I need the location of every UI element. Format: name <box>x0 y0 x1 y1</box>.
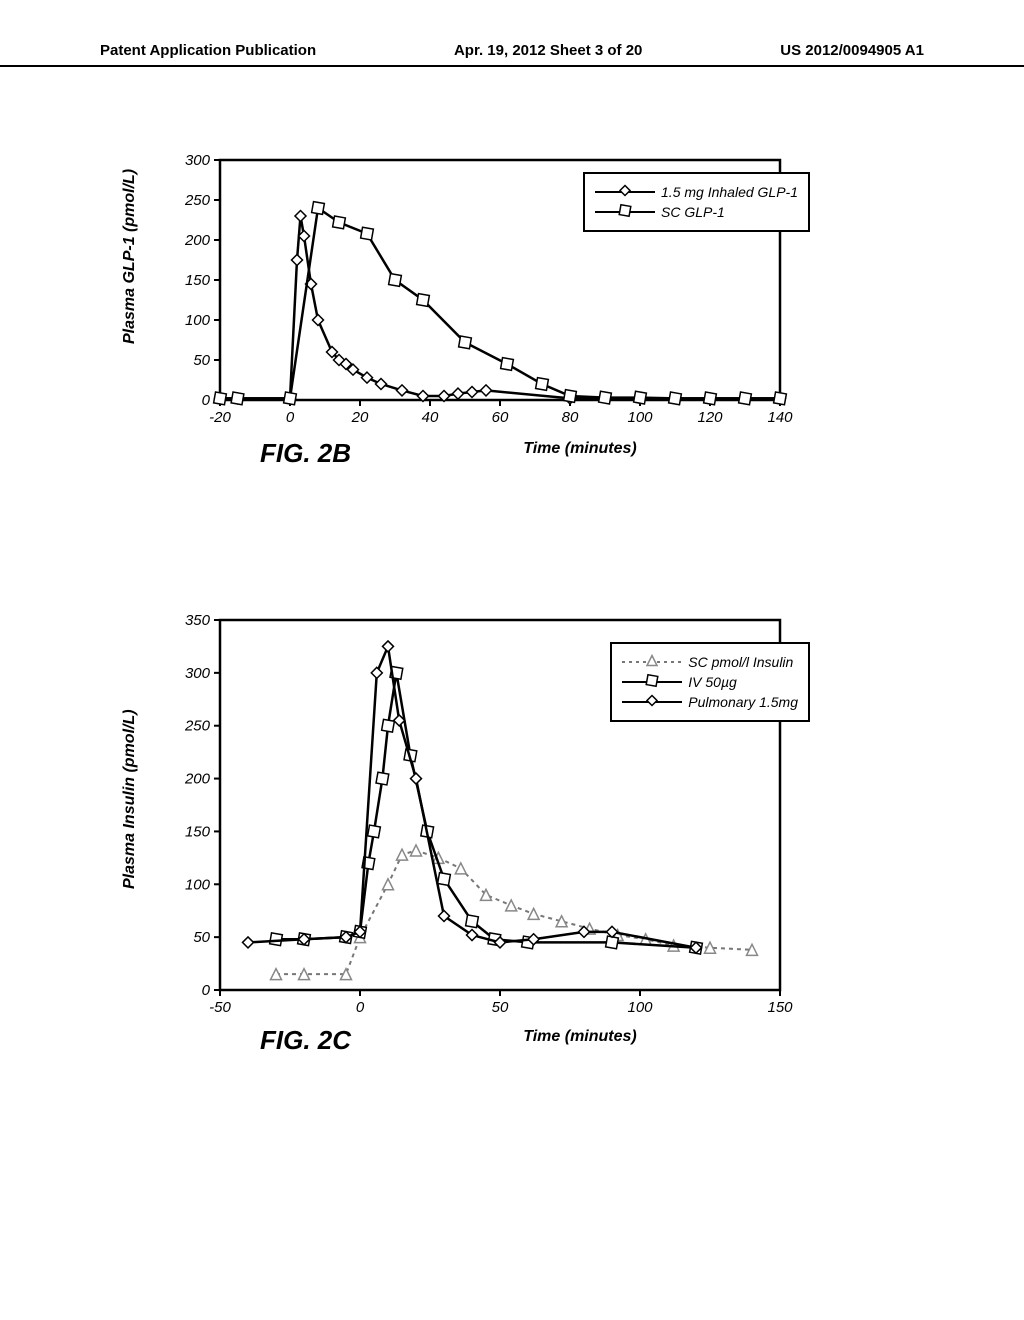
legend-label: 1.5 mg Inhaled GLP-1 <box>661 184 798 200</box>
svg-text:60: 60 <box>492 409 509 426</box>
legend-label: IV 50µg <box>688 674 737 690</box>
legend-item: SC GLP-1 <box>595 204 798 220</box>
svg-text:100: 100 <box>627 999 653 1016</box>
legend-item: 1.5 mg Inhaled GLP-1 <box>595 184 798 200</box>
legend: SC pmol/l Insulin IV 50µg Pulmonary 1.5m… <box>610 642 810 722</box>
svg-text:0: 0 <box>356 999 365 1016</box>
legend-label: SC GLP-1 <box>661 204 725 220</box>
fig2c-label: FIG. 2C <box>260 1025 351 1056</box>
legend: 1.5 mg Inhaled GLP-1 SC GLP-1 <box>583 172 810 232</box>
svg-text:300: 300 <box>185 152 211 169</box>
figure-2b: Plasma GLP-1 (pmol/L) 050100150200250300… <box>160 160 820 500</box>
svg-text:150: 150 <box>185 823 211 840</box>
svg-text:200: 200 <box>184 232 211 249</box>
header-right: US 2012/0094905 A1 <box>780 42 924 59</box>
svg-text:100: 100 <box>185 312 211 329</box>
legend-label: SC pmol/l Insulin <box>688 654 793 670</box>
fig2c-xlabel: Time (minutes) <box>480 1028 680 1046</box>
fig2c-ylabel: Plasma Insulin (pmol/L) <box>121 729 139 889</box>
svg-text:200: 200 <box>184 771 211 788</box>
svg-text:150: 150 <box>767 999 793 1016</box>
svg-text:40: 40 <box>422 409 439 426</box>
svg-text:300: 300 <box>185 665 211 682</box>
svg-text:140: 140 <box>767 409 793 426</box>
svg-text:0: 0 <box>286 409 295 426</box>
figure-2c: Plasma Insulin (pmol/L) 0501001502002503… <box>160 620 820 1080</box>
svg-text:-20: -20 <box>209 409 231 426</box>
svg-text:120: 120 <box>697 409 723 426</box>
legend-item: SC pmol/l Insulin <box>622 654 798 670</box>
svg-text:0: 0 <box>202 982 211 999</box>
svg-text:250: 250 <box>184 718 211 735</box>
svg-text:250: 250 <box>184 192 211 209</box>
fig2b-plot-area: 050100150200250300-20020406080100120140 … <box>160 160 820 465</box>
legend-item: Pulmonary 1.5mg <box>622 694 798 710</box>
svg-text:100: 100 <box>627 409 653 426</box>
fig2b-label: FIG. 2B <box>260 438 351 469</box>
svg-text:150: 150 <box>185 272 211 289</box>
fig2c-plot-area: 050100150200250300350-50050100150 SC pmo… <box>160 620 820 1055</box>
svg-text:80: 80 <box>562 409 579 426</box>
svg-text:350: 350 <box>185 612 211 629</box>
svg-text:0: 0 <box>202 392 211 409</box>
fig2b-ylabel: Plasma GLP-1 (pmol/L) <box>121 224 139 344</box>
legend-label: Pulmonary 1.5mg <box>688 694 798 710</box>
fig2b-xlabel: Time (minutes) <box>480 440 680 458</box>
page-header: Patent Application Publication Apr. 19, … <box>0 42 1024 67</box>
svg-text:50: 50 <box>193 352 210 369</box>
header-center: Apr. 19, 2012 Sheet 3 of 20 <box>454 42 642 59</box>
svg-text:50: 50 <box>492 999 509 1016</box>
header-left: Patent Application Publication <box>100 42 316 59</box>
svg-text:100: 100 <box>185 876 211 893</box>
svg-text:-50: -50 <box>209 999 231 1016</box>
svg-text:50: 50 <box>193 929 210 946</box>
legend-item: IV 50µg <box>622 674 798 690</box>
svg-text:20: 20 <box>351 409 369 426</box>
